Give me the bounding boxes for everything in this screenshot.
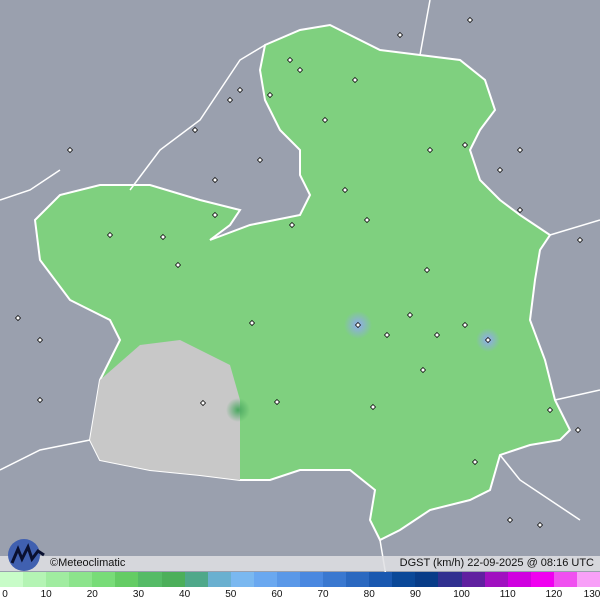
station-marker[interactable] <box>461 321 469 329</box>
legend-swatch <box>484 572 508 587</box>
no-data-area <box>90 340 240 480</box>
legend-swatch <box>230 572 254 587</box>
legend-tick-label: 50 <box>225 589 237 600</box>
legend-swatch <box>346 572 370 587</box>
legend-tick-label: 90 <box>409 589 421 600</box>
station-marker[interactable] <box>383 331 391 339</box>
legend-tick-label: 10 <box>40 589 52 600</box>
legend-tick-label: 30 <box>132 589 145 600</box>
station-marker[interactable] <box>406 311 414 319</box>
station-marker[interactable] <box>516 146 524 154</box>
station-marker[interactable] <box>191 126 199 134</box>
legend-swatch <box>161 572 185 587</box>
legend-swatch <box>46 572 70 587</box>
legend-swatch <box>576 572 600 587</box>
station-marker[interactable] <box>273 398 281 406</box>
legend-swatch <box>115 572 139 587</box>
station-marker[interactable] <box>471 458 479 466</box>
legend-tick-label: 130 <box>583 589 600 600</box>
station-marker[interactable] <box>211 176 219 184</box>
station-marker[interactable] <box>461 141 469 149</box>
station-marker[interactable] <box>506 516 514 524</box>
station-marker[interactable] <box>256 156 264 164</box>
station-marker[interactable] <box>426 146 434 154</box>
station-marker[interactable] <box>516 206 524 214</box>
station-marker[interactable] <box>354 321 362 329</box>
station-marker[interactable] <box>106 231 114 239</box>
legend-swatch <box>507 572 531 587</box>
legend-swatch <box>207 572 231 587</box>
legend-swatch <box>392 572 416 587</box>
legend-tick-label: 80 <box>363 589 375 600</box>
legend-swatch <box>461 572 485 587</box>
legend-tick-label: 120 <box>545 589 563 600</box>
station-marker[interactable] <box>236 86 244 94</box>
station-marker[interactable] <box>36 396 44 404</box>
legend-swatch <box>253 572 277 587</box>
station-marker[interactable] <box>296 66 304 74</box>
station-marker[interactable] <box>576 236 584 244</box>
legend-tick-label: 20 <box>86 589 98 600</box>
map-caption: DGST (km/h) 22-09-2025 @ 08:16 UTC <box>399 557 594 569</box>
color-legend <box>0 572 600 587</box>
station-marker[interactable] <box>36 336 44 344</box>
legend-tick-label: 40 <box>179 589 191 600</box>
station-marker[interactable] <box>288 221 296 229</box>
legend-swatch <box>553 572 577 587</box>
legend-swatch <box>69 572 93 587</box>
legend-tick-label: 110 <box>499 589 516 600</box>
station-marker[interactable] <box>199 399 207 407</box>
legend-tick-label: 0 <box>2 589 8 600</box>
footer-bar <box>0 556 600 571</box>
legend-swatch <box>530 572 554 587</box>
station-marker[interactable] <box>536 521 544 529</box>
station-marker[interactable] <box>248 319 256 327</box>
station-marker[interactable] <box>419 366 427 374</box>
station-marker[interactable] <box>433 331 441 339</box>
legend-tick-label: 70 <box>317 589 329 600</box>
station-marker[interactable] <box>321 116 329 124</box>
legend-ticks: 0 10 20 30 40 50 60 70 80 90 100 110 120 130 <box>0 587 600 607</box>
station-markers <box>14 16 584 529</box>
station-marker[interactable] <box>66 146 74 154</box>
station-marker[interactable] <box>466 16 474 24</box>
station-marker[interactable] <box>574 426 582 434</box>
legend-swatch <box>276 572 301 587</box>
station-marker[interactable] <box>211 211 219 219</box>
station-marker[interactable] <box>341 186 349 194</box>
station-marker[interactable] <box>159 233 167 241</box>
station-marker[interactable] <box>266 91 274 99</box>
meteoclimatic-logo <box>8 539 45 571</box>
station-marker[interactable] <box>363 216 371 224</box>
legend-swatch <box>369 572 393 587</box>
station-marker[interactable] <box>351 76 359 84</box>
legend-swatch <box>23 572 47 587</box>
credit-text: ©Meteoclimatic <box>50 557 126 569</box>
station-marker[interactable] <box>174 261 182 269</box>
legend-swatch <box>0 572 24 587</box>
legend-swatch <box>184 572 208 587</box>
legend-swatch <box>138 572 162 587</box>
station-marker[interactable] <box>369 403 377 411</box>
station-marker[interactable] <box>226 96 234 104</box>
legend-tick-label: 60 <box>271 589 283 600</box>
station-marker[interactable] <box>396 31 404 39</box>
legend-swatch <box>438 572 462 587</box>
station-marker[interactable] <box>496 166 504 174</box>
station-marker[interactable] <box>423 266 431 274</box>
legend-swatch <box>300 572 324 587</box>
legend-swatch <box>415 572 439 587</box>
station-marker[interactable] <box>546 406 554 414</box>
gust-spot <box>226 398 250 422</box>
station-marker[interactable] <box>484 336 492 344</box>
legend-swatch <box>92 572 116 587</box>
station-marker[interactable] <box>286 56 294 64</box>
legend-swatch <box>323 572 347 587</box>
station-marker[interactable] <box>14 314 22 322</box>
legend-tick-label: 100 <box>453 589 470 600</box>
